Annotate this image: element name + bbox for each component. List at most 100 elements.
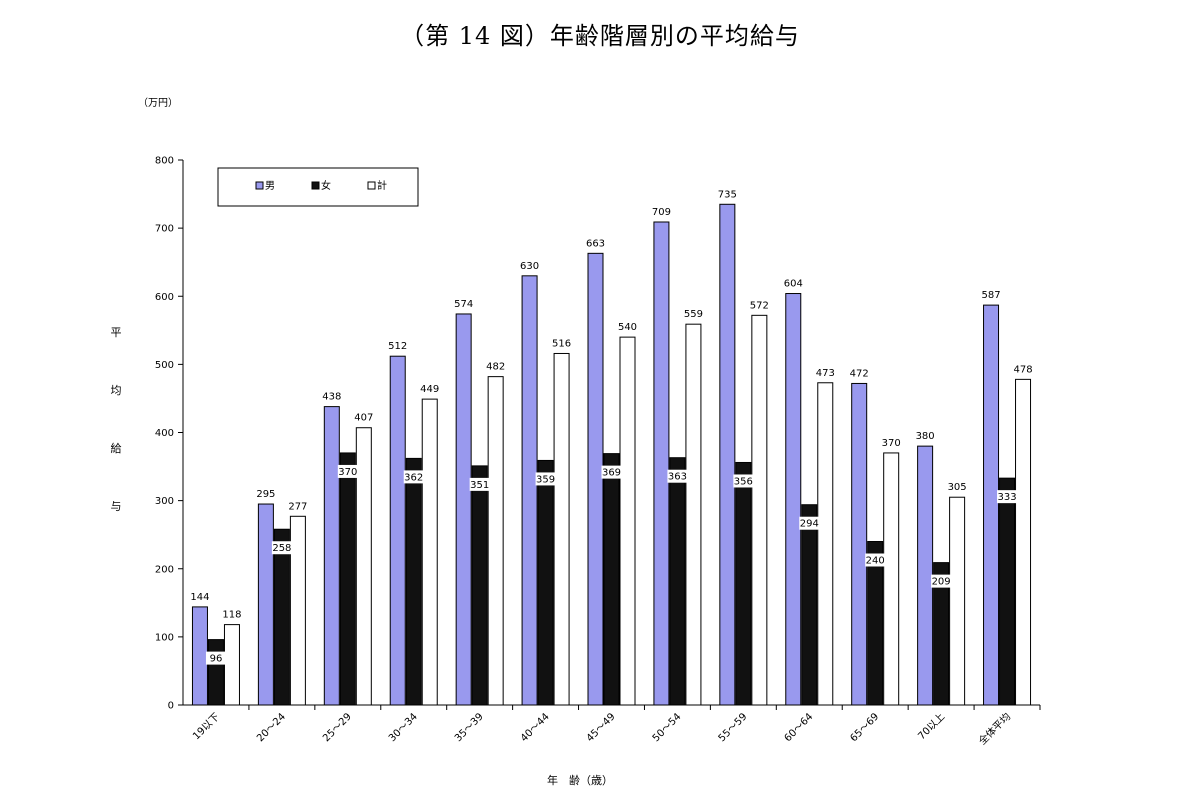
bar-女 — [603, 453, 620, 706]
y-tick-label: 200 — [155, 564, 174, 575]
chart-title: （第 14 図）年齢階層別の平均給与 — [400, 22, 800, 50]
value-label: 209 — [932, 577, 951, 588]
legend-swatch — [311, 181, 320, 190]
value-label: 559 — [684, 309, 703, 320]
bar-計 — [487, 376, 504, 706]
legend: 男女計 — [217, 167, 419, 207]
bar-男 — [983, 304, 1000, 706]
bar-計 — [619, 336, 636, 706]
x-tick-label: 30～34 — [387, 711, 420, 744]
y-tick-label: 800 — [155, 156, 174, 167]
x-tick-label: 全体平均 — [976, 710, 1013, 747]
value-label: 294 — [800, 519, 819, 530]
bar-計 — [553, 352, 570, 706]
bar-男 — [521, 275, 538, 706]
value-label: 478 — [1013, 364, 1032, 375]
value-label: 735 — [718, 189, 737, 200]
bar-計 — [1015, 378, 1032, 706]
value-label: 258 — [272, 543, 291, 554]
value-label: 473 — [816, 368, 835, 379]
bar-女 — [207, 639, 224, 706]
y-tick-label: 500 — [155, 360, 174, 371]
value-label: 438 — [322, 392, 341, 403]
value-label: 356 — [734, 476, 753, 487]
bar-計 — [817, 382, 834, 706]
value-label: 277 — [288, 501, 307, 512]
value-label-bg — [271, 541, 292, 555]
value-label-bg — [865, 553, 886, 567]
value-label: 96 — [210, 654, 223, 665]
value-label-bg — [931, 574, 952, 588]
bar-女 — [669, 457, 686, 706]
bar-女 — [471, 465, 488, 706]
x-tick-label: 25～29 — [321, 711, 354, 744]
y-axis-label-char: 給 — [111, 441, 122, 455]
y-tick-label: 100 — [155, 632, 174, 643]
bar-男 — [257, 503, 274, 706]
value-label-bg — [799, 516, 820, 530]
value-label-bg — [535, 472, 556, 486]
value-label: 516 — [552, 338, 571, 349]
x-tick-label: 55～59 — [717, 711, 750, 744]
x-axis: 19以下 20～24 25～29 30～34 35～39 40～44 45～49 50～54 5… — [183, 704, 1041, 747]
value-label-bg — [601, 465, 622, 479]
value-label: 574 — [454, 299, 473, 310]
value-label-bg — [469, 477, 490, 491]
value-label-bg — [997, 490, 1018, 504]
bar-計 — [685, 323, 702, 706]
unit-label: （万円） — [138, 97, 178, 109]
legend-label: 女 — [321, 179, 331, 192]
x-tick-label: 70以上 — [916, 711, 948, 743]
y-axis-label-char: 与 — [111, 500, 122, 513]
bar-女 — [801, 504, 818, 706]
value-label: 118 — [222, 610, 241, 621]
bar-男 — [851, 382, 868, 706]
y-axis: 0 100 200 300 400 500 600 700 800 — [155, 156, 184, 712]
bar-男 — [587, 252, 604, 706]
bar-計 — [421, 398, 438, 706]
value-label: 407 — [354, 413, 373, 424]
value-label: 512 — [388, 341, 407, 352]
legend-swatch — [255, 181, 264, 190]
value-label-bg — [403, 470, 424, 484]
bar-女 — [537, 459, 554, 706]
bar-計 — [289, 515, 306, 706]
value-label: 363 — [668, 472, 687, 483]
value-label: 369 — [602, 468, 621, 479]
bar-計 — [751, 314, 768, 706]
value-label: 472 — [850, 368, 869, 379]
value-label: 362 — [404, 472, 423, 483]
y-axis-label-char: 均 — [111, 384, 122, 397]
value-label: 305 — [948, 482, 967, 493]
value-label: 359 — [536, 474, 555, 485]
value-label: 572 — [750, 300, 769, 311]
y-tick-label: 300 — [155, 496, 174, 507]
value-label: 482 — [486, 362, 505, 373]
legend-label: 男 — [265, 180, 275, 192]
bar-女 — [273, 528, 290, 706]
bar-男 — [785, 293, 802, 706]
bars: 144 96 118 295 258 277 438 370 407 512 362 449 574 35… — [190, 189, 1033, 706]
x-tick-label: 60～64 — [783, 711, 816, 744]
y-tick-label: 400 — [155, 428, 174, 439]
x-tick-label: 50～54 — [651, 711, 684, 744]
x-tick-label: 35～39 — [453, 711, 486, 744]
legend-label: 計 — [377, 179, 387, 192]
x-tick-label: 20～24 — [255, 711, 288, 744]
bar-計 — [883, 452, 900, 706]
value-label: 380 — [916, 431, 935, 442]
bar-男 — [323, 406, 340, 706]
value-label: 540 — [618, 322, 637, 333]
value-label: 663 — [586, 238, 605, 249]
bar-計 — [355, 427, 372, 706]
bar-男 — [389, 355, 406, 706]
value-label: 449 — [420, 384, 439, 395]
y-tick-label: 700 — [155, 224, 174, 235]
y-axis-label-char: 平 — [111, 326, 122, 339]
y-tick-label: 0 — [168, 701, 174, 712]
value-label: 370 — [338, 467, 357, 478]
value-label-bg — [733, 474, 754, 488]
value-label: 630 — [520, 261, 539, 272]
value-label: 240 — [866, 556, 885, 567]
